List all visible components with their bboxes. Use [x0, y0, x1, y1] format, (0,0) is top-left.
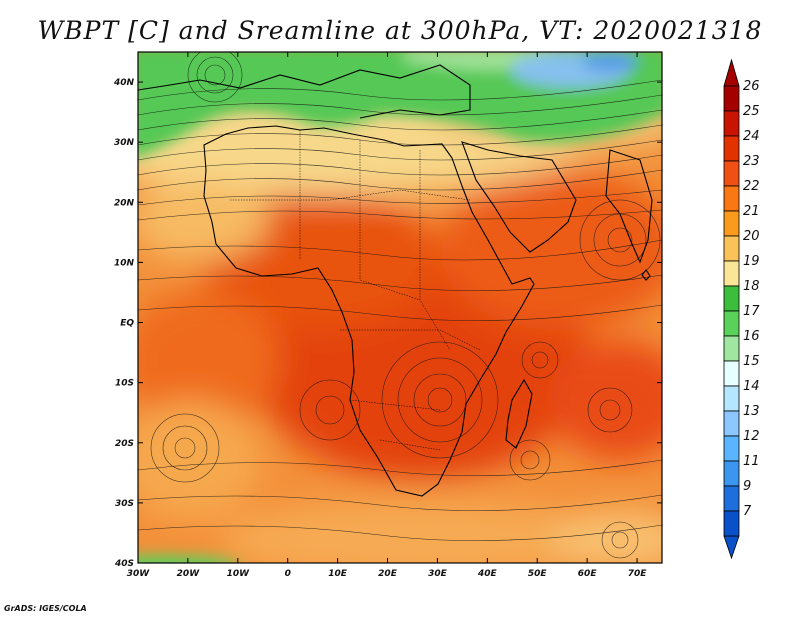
map-frame: [137, 51, 663, 564]
colorbar-swatch: [723, 160, 740, 187]
coastline: [138, 64, 653, 497]
colorbar-label: 14: [743, 379, 760, 394]
colorbar-label: 11: [743, 454, 760, 469]
colorbar-label: 26: [743, 79, 760, 94]
colorbar-swatch: [723, 110, 740, 137]
colorbar-swatch: [723, 460, 740, 487]
colorbar-label: 25: [743, 104, 760, 119]
streamlines: [138, 52, 662, 559]
colorbar-bottom-arrow: [723, 535, 740, 560]
colorbar-swatch: [723, 210, 740, 237]
y-tick-label: 40S: [114, 559, 134, 569]
country-borders: [230, 130, 481, 451]
x-tick-label: 40E: [477, 569, 498, 579]
x-tick-label: 10E: [328, 569, 348, 579]
colorbar-swatch: [723, 185, 740, 212]
colorbar-swatch: [723, 135, 740, 162]
colorbar-label: 16: [743, 329, 760, 344]
colorbar-swatch: [723, 435, 740, 462]
colorbar-label: 7: [743, 504, 752, 519]
colorbar: 26 25 24 23 22 21 20 19 18 17 16 15 14 13 12 11 9 7: [723, 58, 760, 560]
y-tick-label: EQ: [120, 319, 134, 329]
y-tick-label: 10N: [114, 258, 135, 268]
colorbar-swatch: [723, 285, 740, 312]
x-tick-label: 10W: [227, 569, 251, 579]
colorbar-swatch: [723, 410, 740, 437]
x-tick-label: 60E: [578, 569, 598, 579]
x-tick-label: 30E: [428, 569, 448, 579]
colorbar-label: 9: [743, 479, 751, 494]
colorbar-swatch: [723, 260, 740, 287]
x-tick-label: 70E: [628, 569, 648, 579]
colorbar-label: 24: [743, 129, 760, 144]
colorbar-swatch: [723, 335, 740, 362]
x-axis-ticks: 30W 20W 10W 0 10E 20E 30E 40E 50E 60E 70E: [127, 52, 647, 579]
colorbar-label: 20: [743, 229, 760, 244]
colorbar-label: 21: [743, 204, 760, 219]
colorbar-label: 15: [743, 354, 760, 369]
colorbar-swatch: [723, 360, 740, 387]
colorbar-label: 13: [743, 404, 760, 419]
colorbar-swatch: [723, 485, 740, 512]
x-tick-label: 50E: [528, 569, 548, 579]
colorbar-label: 17: [743, 304, 760, 319]
colorbar-label: 23: [743, 154, 760, 169]
colorbar-swatch: [723, 85, 740, 112]
colorbar-label: 19: [743, 254, 760, 269]
figure-title: WBPT [C] and Sreamline at 300hPa, VT: 20…: [37, 16, 763, 45]
y-tick-label: 40N: [113, 78, 135, 88]
y-tick-label: 30N: [114, 138, 135, 148]
wbpt-shading: [138, 52, 662, 563]
y-axis-ticks: 40N 30N 20N 10N EQ 10S 20S 30S 40S: [113, 78, 662, 569]
y-tick-label: 30S: [115, 499, 134, 509]
y-tick-label: 20N: [114, 198, 135, 208]
colorbar-swatch: [723, 310, 740, 337]
y-tick-label: 20S: [115, 439, 134, 449]
colorbar-label: 12: [743, 429, 760, 444]
colorbar-top-arrow: [723, 58, 740, 87]
colorbar-swatch: [723, 510, 740, 537]
grads-credit: GrADS: IGES/COLA: [4, 604, 87, 613]
x-tick-label: 20W: [177, 569, 201, 579]
x-tick-label: 30W: [127, 569, 151, 579]
colorbar-swatch: [723, 235, 740, 262]
x-tick-label: 20E: [378, 569, 398, 579]
colorbar-label: 18: [743, 279, 760, 294]
colorbar-label: 22: [743, 179, 760, 194]
y-tick-label: 10S: [115, 379, 134, 389]
colorbar-swatch: [723, 385, 740, 412]
x-tick-label: 0: [285, 569, 291, 579]
